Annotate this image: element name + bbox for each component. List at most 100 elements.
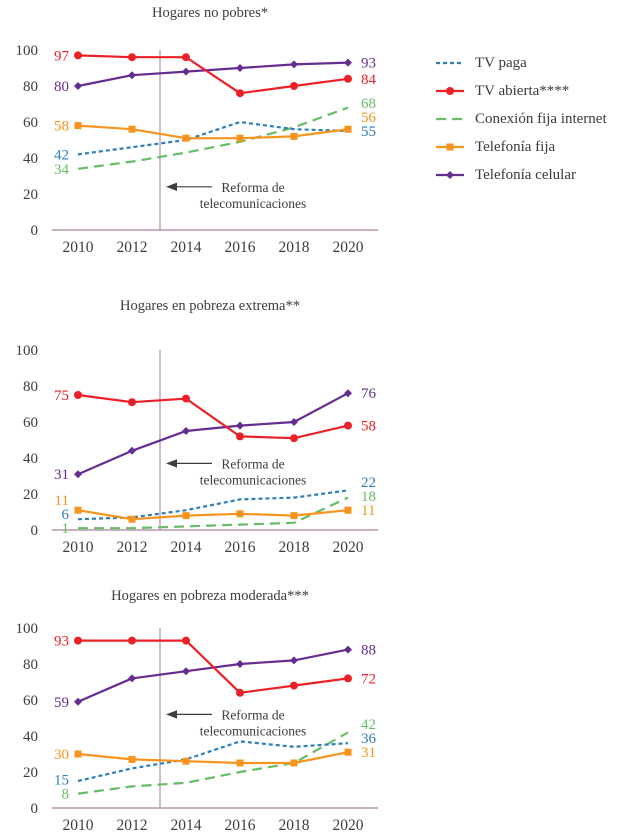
series-marker-celular bbox=[74, 470, 82, 479]
series-marker-tv_abierta bbox=[236, 688, 244, 697]
legend-marker-shape bbox=[446, 87, 454, 95]
series-marker-fija bbox=[344, 506, 352, 514]
annotation-line2: telecomunicaciones bbox=[200, 723, 306, 738]
series-start-value-label: 97 bbox=[54, 48, 70, 64]
series-marker-tv_abierta bbox=[182, 53, 190, 62]
series-start-value-label: 1 bbox=[62, 521, 70, 537]
series-line-internet bbox=[77, 106, 349, 170]
series-marker-fija bbox=[290, 759, 298, 767]
series-end-value-label: 55 bbox=[361, 124, 376, 140]
series-marker-celular bbox=[236, 64, 244, 72]
series-end-value-label: 11 bbox=[361, 503, 375, 519]
x-tick-label: 2010 bbox=[63, 539, 94, 556]
series-marker-celular bbox=[236, 660, 244, 668]
chart-hogares-no-pobres: 0 20 40 60 80 100 2010 2012 2014 2016 2018 2020 Refo… bbox=[16, 43, 378, 256]
series-start-value-label: 80 bbox=[54, 79, 69, 95]
x-tick-label: 2012 bbox=[117, 239, 148, 256]
series-marker-celular bbox=[290, 418, 298, 426]
series-end-value-label: 31 bbox=[361, 745, 376, 761]
x-tick-label: 2016 bbox=[225, 239, 256, 256]
series-line-tv_paga bbox=[77, 120, 349, 156]
series-end-value-label: 72 bbox=[361, 671, 376, 687]
legend-marker-shape bbox=[446, 171, 454, 179]
series-marker-celular bbox=[128, 674, 136, 683]
series-marker-tv_abierta bbox=[290, 434, 298, 443]
series-end-value-label: 68 bbox=[361, 96, 376, 112]
series-marker-tv_abierta bbox=[236, 89, 244, 98]
series-line-tv_abierta bbox=[78, 639, 349, 694]
legend-label: Conexión fija internet bbox=[475, 110, 607, 127]
y-tick-label: 100 bbox=[16, 621, 39, 637]
series-marker-tv_abierta bbox=[74, 51, 82, 60]
series-line-internet bbox=[78, 496, 349, 530]
series-marker-celular bbox=[344, 645, 352, 654]
series-marker-fija bbox=[128, 515, 136, 523]
y-tick-label: 40 bbox=[23, 729, 38, 745]
series-end-value-label: 18 bbox=[361, 489, 376, 505]
series-end-value-label: 36 bbox=[361, 731, 377, 747]
series-end-value-label: 88 bbox=[361, 643, 376, 659]
series-start-value-label: 59 bbox=[54, 695, 69, 711]
series-marker-tv_abierta bbox=[182, 394, 190, 403]
series-marker-celular bbox=[290, 656, 298, 665]
series-end-value-label: 93 bbox=[361, 56, 376, 72]
series-marker-fija bbox=[236, 134, 244, 142]
series-start-value-label: 75 bbox=[54, 388, 69, 404]
series-marker-tv_abierta bbox=[128, 53, 136, 62]
left-arrowhead-icon bbox=[166, 182, 177, 191]
x-tick-label: 2014 bbox=[171, 239, 202, 256]
series-marker-fija bbox=[74, 122, 82, 130]
legend-marker-shape bbox=[446, 143, 454, 151]
series-marker-fija bbox=[236, 510, 244, 518]
chart-title: Hogares no pobres* bbox=[152, 5, 268, 21]
y-tick-label: 0 bbox=[31, 801, 39, 817]
x-tick-label: 2018 bbox=[279, 239, 310, 256]
annotation-line2: telecomunicaciones bbox=[200, 472, 306, 487]
legend: TV paga TV abierta**** Conexión fija int… bbox=[436, 49, 607, 189]
y-tick-label: 0 bbox=[31, 523, 39, 539]
series-marker-celular bbox=[182, 667, 190, 676]
x-tick-label: 2010 bbox=[63, 817, 94, 834]
annotation-line1: Reforma de bbox=[221, 707, 284, 722]
series-marker-tv_abierta bbox=[128, 398, 136, 407]
y-tick-label: 20 bbox=[23, 187, 38, 203]
series-marker-fija bbox=[290, 512, 298, 520]
legend-label: Telefonía fija bbox=[475, 138, 556, 155]
series-line-celular bbox=[77, 648, 349, 703]
y-tick-label: 60 bbox=[23, 693, 38, 709]
y-tick-label: 40 bbox=[23, 151, 38, 167]
series-marker-tv_abierta bbox=[344, 74, 352, 83]
y-tick-label: 80 bbox=[23, 379, 38, 395]
legend-item-tv-abierta: TV abierta**** bbox=[436, 77, 607, 105]
tv-paga-line-icon bbox=[436, 61, 464, 65]
y-tick-label: 20 bbox=[23, 487, 38, 503]
y-tick-label: 40 bbox=[23, 451, 38, 467]
series-marker-tv_abierta bbox=[290, 82, 298, 90]
series-marker-tv_abierta bbox=[128, 636, 136, 645]
series-line-tv_abierta bbox=[77, 54, 349, 95]
series-marker-celular bbox=[236, 421, 244, 430]
chart-hogares-pobreza-extrema: 0 20 40 60 80 100 2010 2012 2014 2016 2018 2020 Refo… bbox=[16, 343, 378, 556]
series-start-value-label: 15 bbox=[54, 773, 69, 789]
series-end-value-label: 22 bbox=[361, 475, 376, 491]
series-marker-celular bbox=[128, 71, 136, 80]
series-line-celular bbox=[77, 61, 349, 88]
series-marker-fija bbox=[74, 506, 82, 514]
legend-item-conexion-fija-internet: Conexión fija internet bbox=[436, 105, 607, 133]
series-line-fija bbox=[77, 509, 349, 521]
series-start-value-label: 58 bbox=[54, 119, 69, 135]
series-marker-celular bbox=[290, 60, 298, 69]
series-end-value-label: 76 bbox=[361, 386, 377, 402]
series-marker-tv_abierta bbox=[236, 432, 244, 441]
y-tick-label: 60 bbox=[23, 115, 38, 131]
x-tick-label: 2012 bbox=[117, 817, 148, 834]
y-tick-label: 100 bbox=[16, 43, 39, 59]
series-marker-celular bbox=[182, 67, 190, 76]
chart-block-pobreza-moderada: Hogares en pobreza moderada*** 0 20 40 60 80… bbox=[0, 588, 420, 838]
series-marker-fija bbox=[182, 512, 190, 520]
legend-label: TV paga bbox=[475, 54, 527, 71]
legend-item-tv-paga: TV paga bbox=[436, 49, 607, 77]
series-marker-fija bbox=[182, 134, 190, 142]
conexion-fija-internet-line-icon bbox=[436, 117, 464, 121]
